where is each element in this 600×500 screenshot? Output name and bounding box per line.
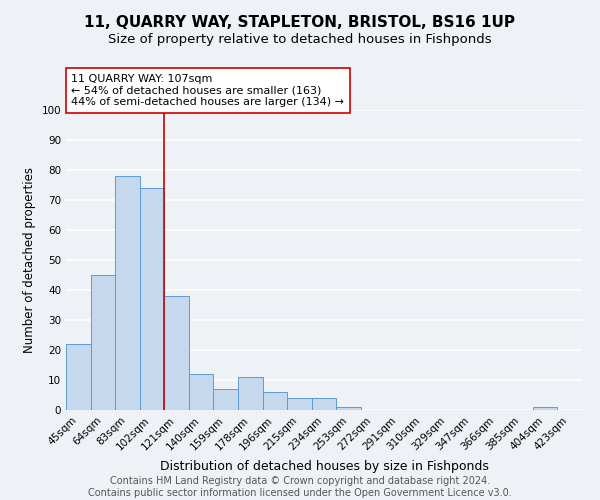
Bar — [533, 407, 557, 410]
Text: Size of property relative to detached houses in Fishponds: Size of property relative to detached ho… — [108, 32, 492, 46]
Bar — [115, 176, 140, 410]
Bar — [263, 392, 287, 410]
Bar — [287, 398, 312, 410]
Bar — [238, 377, 263, 410]
Bar — [164, 296, 189, 410]
Text: 11 QUARRY WAY: 107sqm
← 54% of detached houses are smaller (163)
44% of semi-det: 11 QUARRY WAY: 107sqm ← 54% of detached … — [71, 74, 344, 107]
Bar — [312, 398, 336, 410]
Text: 11, QUARRY WAY, STAPLETON, BRISTOL, BS16 1UP: 11, QUARRY WAY, STAPLETON, BRISTOL, BS16… — [85, 15, 515, 30]
Bar — [336, 407, 361, 410]
Bar — [66, 344, 91, 410]
Bar — [189, 374, 214, 410]
Text: Contains HM Land Registry data © Crown copyright and database right 2024.
Contai: Contains HM Land Registry data © Crown c… — [88, 476, 512, 498]
Bar — [214, 389, 238, 410]
Y-axis label: Number of detached properties: Number of detached properties — [23, 167, 36, 353]
Bar — [140, 188, 164, 410]
Bar — [91, 275, 115, 410]
X-axis label: Distribution of detached houses by size in Fishponds: Distribution of detached houses by size … — [160, 460, 488, 473]
